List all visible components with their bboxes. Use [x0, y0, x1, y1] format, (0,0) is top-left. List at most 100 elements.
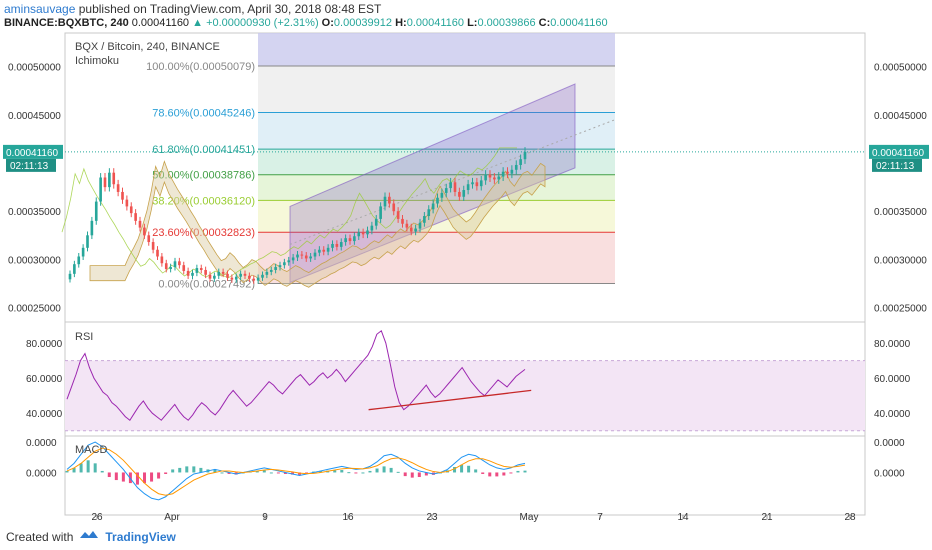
macd-hist-bar: [178, 467, 182, 473]
low-value: 0.00039866: [477, 17, 536, 29]
macd-hist-bar: [481, 472, 485, 474]
candle-body: [488, 174, 492, 178]
price-tick-left: 0.00045000: [8, 111, 61, 122]
candle-body: [81, 247, 85, 257]
candle-body: [208, 274, 212, 279]
macd-hist-bar: [354, 472, 358, 474]
tradingview-link[interactable]: TradingView: [105, 529, 176, 544]
candle-body: [173, 261, 177, 268]
macd-hist-bar: [516, 470, 520, 473]
created-with: Created with: [6, 529, 74, 544]
candle-body: [431, 203, 435, 210]
time-tick: Apr: [164, 512, 180, 522]
candle-body: [501, 171, 505, 177]
candle-body: [199, 268, 203, 270]
candle-body: [322, 249, 326, 252]
footer: Created with TradingView: [6, 529, 176, 544]
candle-body: [401, 218, 404, 224]
macd-hist-bar: [150, 472, 154, 482]
macd-hist-bar: [283, 472, 287, 474]
publish-info: published on TradingView.com, April 30, …: [75, 2, 382, 16]
candle-body: [178, 261, 181, 266]
candle-body: [466, 184, 470, 191]
fib-zone: [258, 174, 615, 201]
candle-body: [366, 230, 369, 235]
time-tick: 16: [342, 512, 354, 522]
channel-midline: [289, 119, 616, 245]
macd-line: [66, 441, 526, 501]
price-tick-right: 0.00035000: [874, 207, 927, 218]
candle-body: [339, 242, 343, 247]
rsi-tick-right: 60.0000: [874, 374, 911, 385]
candle-body: [164, 263, 168, 270]
candle-body: [458, 191, 461, 197]
candle-body: [304, 255, 308, 259]
high-value: 0.00041160: [406, 17, 465, 29]
author-link[interactable]: aminsauvage: [4, 2, 76, 16]
candle-body: [436, 197, 439, 204]
chart-canvas[interactable]: 100.00%(0.00050079) 78.60%(0.00045246) 61.…: [0, 0, 932, 522]
candle-body: [217, 271, 221, 276]
low-label: L:: [467, 17, 478, 29]
candle-body: [484, 174, 487, 181]
regression-channel[interactable]: [289, 83, 616, 284]
price-tick-right: 0.00045000: [874, 111, 927, 122]
candle-body: [243, 273, 247, 276]
candle-body: [440, 192, 444, 198]
signal-line: [66, 447, 526, 496]
ichimoku-cloud: [61, 147, 546, 288]
candle-body: [121, 191, 124, 200]
candle-body: [370, 225, 374, 231]
high-label: H:: [395, 17, 407, 29]
candle-body: [519, 159, 522, 165]
candle-body: [331, 243, 334, 248]
candle-body: [151, 242, 155, 250]
price-tick-left: 0.00030000: [8, 255, 61, 266]
time-tick: 9: [262, 512, 268, 522]
candle-body: [287, 260, 291, 263]
candle-body: [506, 171, 509, 174]
candle-body: [169, 267, 172, 270]
candle-body: [388, 196, 391, 204]
price-tick-left: 0.00035000: [8, 207, 61, 218]
close-label: C:: [538, 17, 551, 29]
macd-hist-bar: [143, 472, 147, 484]
candle-body: [510, 169, 514, 174]
rsi-tick-right: 40.0000: [874, 409, 911, 420]
candle-body: [182, 265, 186, 271]
candle-body: [226, 273, 229, 278]
macd-tick-left: 0.0000: [26, 468, 57, 479]
macd-hist-bar: [502, 472, 506, 476]
last-price-badge-right: [869, 144, 929, 159]
macd-hist-bar: [333, 470, 337, 473]
candle-body: [471, 182, 474, 185]
fib-retracement[interactable]: 100.00%(0.00050079) 78.60%(0.00045246) 61.…: [146, 33, 615, 291]
candle-body: [353, 236, 356, 242]
candle-body: [414, 228, 417, 232]
macd-hist-bar: [509, 472, 513, 474]
fib-level-label: 78.60%(0.00045246): [152, 108, 255, 120]
candle-body: [453, 182, 457, 192]
candle-body: [125, 199, 129, 207]
candle-body: [221, 271, 225, 274]
time-tick: 28: [844, 512, 856, 522]
legend-ichimoku: Ichimoku: [75, 55, 119, 67]
candle-body: [423, 216, 426, 223]
candle-body: [143, 227, 146, 236]
macd-hist-bar: [72, 467, 76, 473]
macd-hist-bar: [262, 470, 266, 473]
candle-body: [129, 206, 133, 214]
time-tick: May: [520, 512, 539, 522]
candle-body: [493, 177, 496, 180]
candle-body: [234, 276, 238, 280]
candle-body: [379, 206, 382, 219]
channel-area: [289, 83, 576, 284]
candle-body: [348, 238, 352, 242]
candle-body: [300, 254, 304, 256]
candle-body: [160, 256, 164, 264]
macd-hist-bar: [79, 463, 83, 473]
macd-hist-bar: [375, 468, 379, 473]
candle-body: [108, 172, 111, 188]
candle-body: [514, 164, 518, 170]
candle-body: [396, 211, 400, 219]
